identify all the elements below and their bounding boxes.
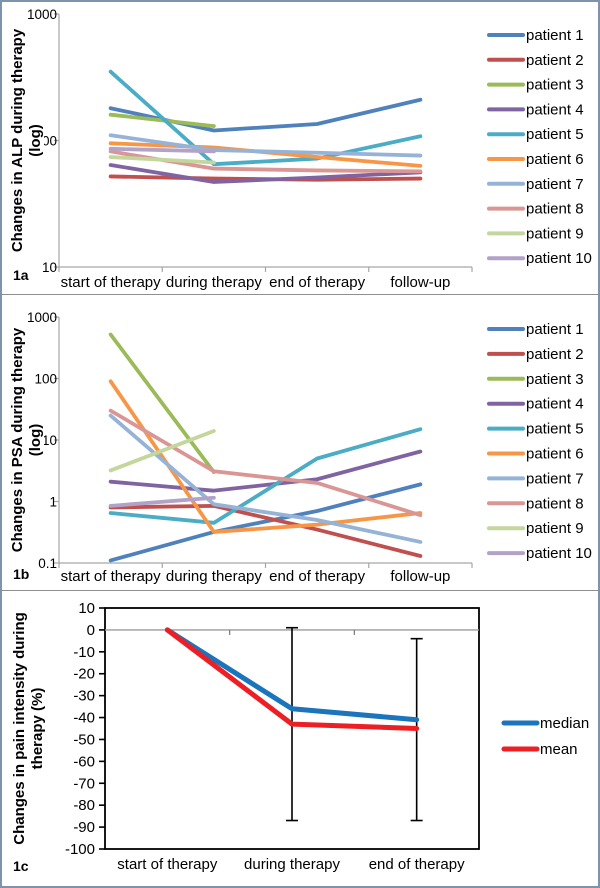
category-label: during therapy	[166, 568, 262, 585]
legend-label-patient-5: patient 5	[526, 126, 584, 143]
category-label: follow-up	[390, 568, 450, 585]
series-line-patient-8	[108, 408, 423, 518]
series-line-patient-10	[108, 495, 216, 508]
series-line-patient-9	[108, 155, 216, 165]
y-axis-title-line2: therapy (%)	[29, 688, 46, 770]
legend-label-patient-4: patient 4	[526, 396, 584, 413]
series-line-patient-4	[108, 449, 423, 493]
y-tick-label: -60	[73, 753, 95, 770]
y-tick-label: -10	[73, 644, 95, 661]
y-tick-label: 1	[49, 495, 57, 510]
y-tick-label: 1000	[27, 310, 57, 325]
legend-label-patient-9: patient 9	[526, 225, 584, 242]
y-axis-title-line2-group: (log)	[27, 417, 44, 463]
legend-label-patient-2: patient 2	[526, 346, 584, 363]
panel-1a: 1000 100 10 start of therapy during therapy e…	[2, 2, 598, 295]
category-label: start of therapy	[61, 274, 162, 291]
y-axis-title: Changes in pain intensity during	[11, 612, 28, 845]
category-label: start of therapy	[117, 856, 218, 873]
y-tick-label: 10	[42, 260, 57, 275]
series-line-patient-10	[108, 146, 216, 154]
series-line-patient-2	[108, 503, 423, 558]
panel-label-1c: 1c	[13, 858, 29, 874]
y-tick-label: 1000	[27, 7, 57, 22]
y-tick-label: 100	[34, 372, 57, 387]
legend-label-patient-6: patient 6	[526, 151, 584, 168]
y-axis-title-line2-group: therapy (%)	[29, 688, 46, 770]
y-axis-title-mask	[27, 117, 44, 164]
y-tick-label: -100	[65, 841, 95, 858]
series-line-patient-9	[108, 429, 216, 473]
chart-1b-psa: 1000 100 10 1 0.1 start of therapy during ther…	[9, 310, 592, 585]
series-line-patient-3	[108, 332, 216, 475]
plot-border	[104, 607, 480, 850]
legend-label-patient-9: patient 9	[526, 520, 584, 537]
panel-1c: 10 0 -10 -20 -30 -40 -50 -60 -70 -80 -90 -100 start …	[2, 591, 598, 886]
series-line-patient-7	[108, 413, 423, 544]
legend-label-patient-1: patient 1	[526, 27, 584, 44]
y-tick-label: 10	[78, 600, 95, 617]
legend-label-patient-8: patient 8	[526, 201, 584, 218]
legend-label-patient-6: patient 6	[526, 446, 584, 463]
chart-1c-pain: 10 0 -10 -20 -30 -40 -50 -60 -70 -80 -90 -100 start …	[11, 600, 589, 874]
category-label: end of therapy	[369, 856, 465, 873]
legend-label-patient-2: patient 2	[526, 52, 584, 69]
series-line-patient-4	[108, 163, 423, 184]
y-axis-title-line2-group: (log)	[27, 117, 44, 164]
legend-label-patient-10: patient 10	[526, 250, 592, 267]
panel-1b: 1000 100 10 1 0.1 start of therapy during ther…	[2, 295, 598, 591]
y-tick-label: 10	[42, 433, 57, 448]
panel-label-1b: 1b	[13, 566, 29, 582]
panel-label-1a: 1a	[13, 267, 29, 283]
y-axis-title-line1: Changes in ALP during therapy	[9, 28, 26, 252]
legend-label-patient-7: patient 7	[526, 176, 584, 193]
category-label: during therapy	[166, 274, 262, 291]
y-axis-title: Changes in ALP during therapy	[9, 28, 26, 252]
legend-label-patient-1: patient 1	[526, 321, 584, 338]
legend-label-patient-7: patient 7	[526, 470, 584, 487]
series-line-patient-7	[108, 133, 423, 158]
y-axis-title-line1: Changes in PSA during therapy	[9, 327, 26, 552]
category-label: end of therapy	[269, 568, 365, 585]
series-line-median	[164, 627, 420, 723]
legend-label-patient-3: patient 3	[526, 77, 584, 94]
series-line-patient-5	[108, 69, 423, 167]
legend-label-patient-3: patient 3	[526, 371, 584, 388]
series-line-patient-6	[108, 379, 423, 534]
series-line-patient-1	[108, 482, 423, 563]
y-axis-title-line2: (log)	[27, 124, 44, 156]
legend-label-patient-10: patient 10	[526, 545, 592, 562]
y-axis-title-mask	[27, 417, 44, 463]
series-line-patient-5	[108, 427, 423, 525]
y-tick-label: -30	[73, 688, 95, 705]
y-axis-title-line2: (log)	[27, 424, 44, 456]
y-tick-label: 0.1	[38, 556, 57, 571]
legend-label-median: median	[540, 715, 589, 732]
category-label: end of therapy	[269, 274, 365, 291]
series-line-mean	[164, 627, 420, 731]
y-axis-title-line1: Changes in pain intensity during	[11, 612, 28, 845]
y-axis-title: Changes in PSA during therapy	[9, 327, 26, 552]
y-tick-label: -90	[73, 819, 95, 836]
y-tick-label: 0	[87, 622, 95, 639]
y-tick-label: -50	[73, 731, 95, 748]
y-tick-label: -70	[73, 775, 95, 792]
category-label: follow-up	[390, 274, 450, 291]
category-label: during therapy	[244, 856, 340, 873]
y-tick-label: -80	[73, 797, 95, 814]
category-label: start of therapy	[61, 568, 162, 585]
legend-label-patient-8: patient 8	[526, 495, 584, 512]
y-tick-label: -40	[73, 710, 95, 727]
legend-label-patient-4: patient 4	[526, 101, 584, 118]
y-tick-label: -20	[73, 666, 95, 683]
legend-label-mean: mean	[540, 741, 578, 758]
legend-label-patient-5: patient 5	[526, 421, 584, 438]
